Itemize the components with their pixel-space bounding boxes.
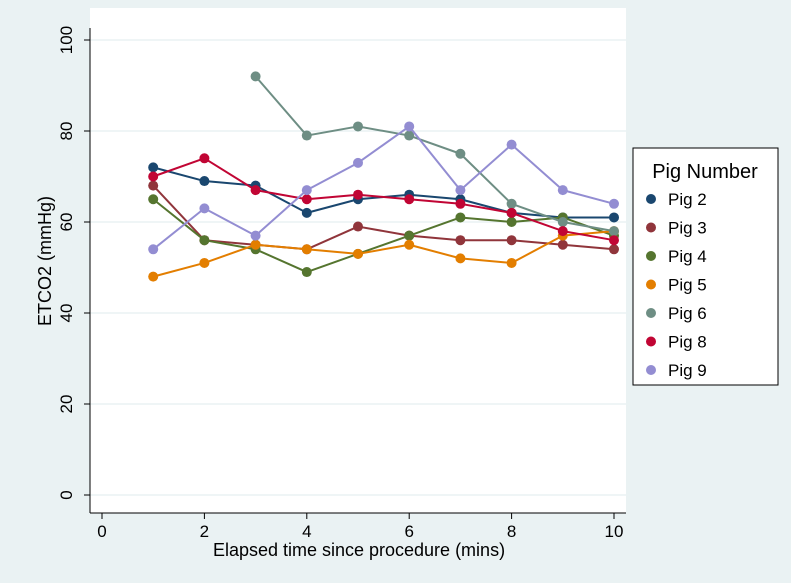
series-group bbox=[148, 71, 619, 282]
legend-marker-pig-2 bbox=[646, 194, 656, 204]
pig-6-point bbox=[455, 148, 466, 159]
y-tick-label: 40 bbox=[57, 304, 76, 323]
series-pig-8 bbox=[148, 153, 619, 246]
legend-marker-pig-9 bbox=[646, 365, 656, 375]
pig-8-point bbox=[557, 226, 568, 237]
legend-box bbox=[632, 147, 779, 386]
legend-label-pig-5: Pig 5 bbox=[668, 276, 707, 295]
pig-9-point bbox=[404, 121, 415, 132]
pig-5-point bbox=[250, 239, 261, 250]
x-tick-label: 4 bbox=[302, 522, 311, 541]
pig-6-point bbox=[404, 130, 415, 141]
legend-label-pig-8: Pig 8 bbox=[668, 333, 707, 352]
x-tick-label: 6 bbox=[404, 522, 413, 541]
pig-2-point bbox=[301, 207, 312, 218]
pig-3-point bbox=[353, 221, 363, 232]
pig-6-point bbox=[250, 71, 261, 82]
pig-8-point bbox=[148, 171, 159, 182]
y-axis-title: ETCO2 (mmHg) bbox=[35, 196, 55, 326]
y-tick-label: 60 bbox=[57, 213, 76, 232]
pig-8-point bbox=[506, 207, 517, 218]
pig-3-point bbox=[557, 239, 568, 250]
pig-5-point bbox=[404, 239, 415, 250]
series-pig-9 bbox=[148, 121, 619, 255]
pig-8-point bbox=[353, 189, 363, 200]
pig-3-point bbox=[609, 244, 619, 255]
pig-3-point bbox=[148, 180, 159, 191]
pig-9-line bbox=[152, 125, 615, 251]
pig-4-point bbox=[148, 194, 159, 205]
x-tick-label: 10 bbox=[605, 522, 624, 541]
pig-8-point bbox=[455, 198, 466, 209]
pig-8-point bbox=[404, 194, 415, 205]
legend-marker-pig-3 bbox=[646, 222, 656, 233]
pig-5-point bbox=[455, 253, 466, 264]
pig-6-point bbox=[609, 226, 619, 237]
pig-4-line bbox=[152, 198, 615, 274]
legend-label-pig-2: Pig 2 bbox=[668, 190, 707, 209]
pig-8-line bbox=[152, 157, 615, 242]
pig-6-line bbox=[254, 75, 615, 233]
pig-2-point bbox=[199, 176, 210, 187]
pig-5-point bbox=[301, 244, 312, 255]
pig-4-point bbox=[199, 235, 210, 246]
pig-9-point bbox=[148, 244, 159, 255]
pig-5-point bbox=[506, 257, 517, 268]
pig-3-point bbox=[506, 235, 517, 246]
series-pig-6 bbox=[250, 71, 619, 237]
x-tick-label: 8 bbox=[507, 522, 516, 541]
x-axis-title: Elapsed time since procedure (mins) bbox=[213, 540, 505, 560]
pig-8-point bbox=[301, 194, 312, 205]
pig-9-point bbox=[455, 185, 466, 196]
pig-9-point bbox=[301, 185, 312, 196]
pig-3-line bbox=[152, 184, 615, 251]
pig-5-point bbox=[353, 248, 363, 259]
pig-4-point bbox=[404, 230, 415, 241]
legend-label-pig-6: Pig 6 bbox=[668, 304, 707, 323]
pig-6-point bbox=[301, 130, 312, 141]
y-tick-label: 80 bbox=[57, 122, 76, 141]
legend-title: Pig Number bbox=[652, 161, 758, 183]
pig-9-point bbox=[506, 139, 517, 150]
axes: 0 20 40 60 80 100 0 2 4 6 8 10 bbox=[57, 26, 626, 541]
pig-4-point bbox=[301, 267, 312, 278]
pig-9-point bbox=[199, 203, 210, 214]
pig-8-point bbox=[199, 153, 210, 164]
pig-9-point bbox=[250, 230, 261, 241]
legend-marker-pig-5 bbox=[646, 279, 656, 290]
x-tick-label: 2 bbox=[200, 522, 209, 541]
pig-5-line bbox=[152, 230, 615, 278]
y-tick-label: 0 bbox=[57, 490, 76, 499]
pig-9-point bbox=[353, 157, 363, 168]
legend-marker-pig-6 bbox=[646, 308, 656, 318]
pig-2-point bbox=[609, 212, 619, 223]
pig-8-point bbox=[609, 235, 619, 246]
legend-label-pig-3: Pig 3 bbox=[668, 219, 707, 238]
pig-6-point bbox=[557, 217, 568, 227]
pig-4-point bbox=[506, 217, 517, 227]
legend-items: Pig 2 Pig 3 Pig 4 Pig 5 Pig 6 Pig 8 Pig 9 bbox=[646, 190, 707, 380]
pig-8-point bbox=[250, 185, 261, 196]
pig-5-point bbox=[148, 271, 159, 282]
y-tick-label: 20 bbox=[57, 395, 76, 414]
pig-6-point bbox=[353, 121, 363, 132]
pig-4-point bbox=[455, 212, 466, 223]
legend-label-pig-9: Pig 9 bbox=[668, 361, 707, 380]
y-tick-label: 100 bbox=[57, 26, 76, 54]
pig-6-point bbox=[506, 198, 517, 209]
legend-marker-pig-8 bbox=[646, 336, 656, 347]
legend-label-pig-4: Pig 4 bbox=[668, 247, 707, 266]
x-tick-label: 0 bbox=[97, 522, 106, 541]
pig-2-point bbox=[148, 162, 159, 173]
pig-9-point bbox=[557, 185, 568, 196]
pig-9-point bbox=[609, 198, 619, 209]
pig-5-point bbox=[199, 257, 210, 268]
series-pig-5 bbox=[148, 226, 619, 282]
legend-marker-pig-4 bbox=[646, 251, 656, 261]
plot-area bbox=[90, 8, 626, 513]
pig-3-point bbox=[455, 235, 466, 246]
